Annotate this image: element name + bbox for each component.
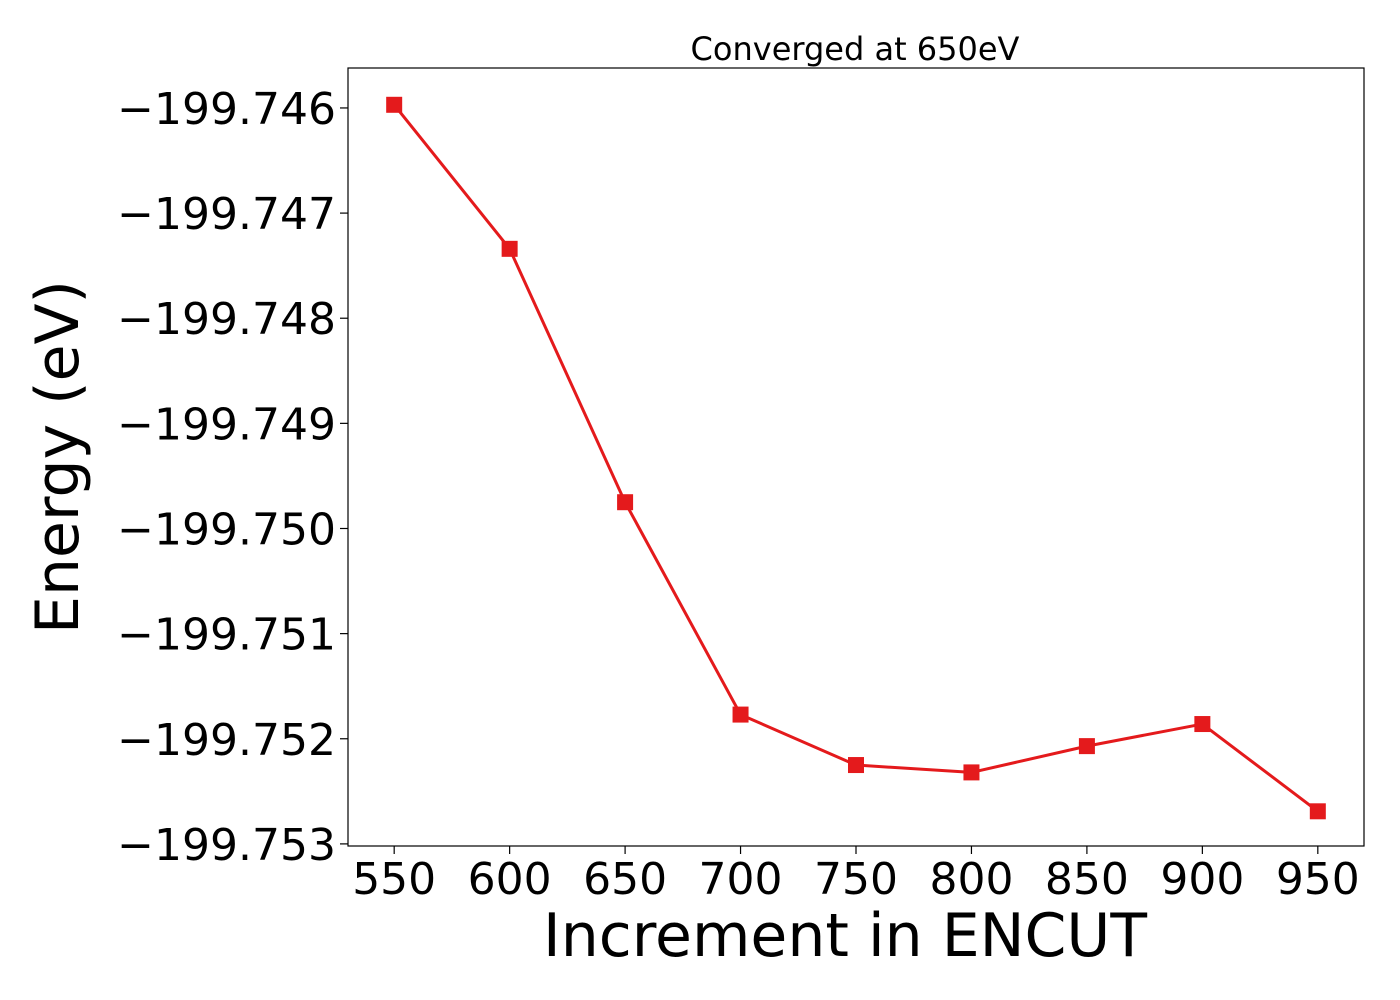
data-point (1309, 803, 1326, 820)
data-point (732, 706, 749, 723)
data-point (848, 757, 864, 774)
y-tick-label: −199.748 (117, 294, 336, 345)
x-tick-label: 700 (699, 854, 783, 905)
x-tick-label: 550 (352, 854, 436, 905)
y-tick-label: −199.752 (117, 715, 336, 766)
y-tick-label: −199.753 (117, 820, 336, 871)
x-axis-label: Increment in ENCUT (543, 901, 1147, 971)
data-point (617, 494, 634, 511)
data-point (1078, 738, 1095, 755)
series-line (393, 103, 1319, 813)
series-layer (386, 96, 1326, 820)
x-tick-label: 950 (1276, 854, 1360, 905)
y-tick-label: −199.751 (117, 610, 336, 661)
y-axis-label: Energy (eV) (23, 280, 93, 634)
x-tick-label: 650 (583, 854, 667, 905)
x-axis-ticks: 550 600 650 700 750 800 850 900 950 (352, 846, 1360, 905)
chart-title: Converged at 650eV (691, 30, 1020, 68)
y-tick-label: −199.746 (117, 84, 336, 135)
data-point (963, 764, 980, 781)
x-tick-label: 900 (1160, 854, 1244, 905)
y-tick-label: −199.747 (117, 189, 336, 240)
x-tick-label: 600 (468, 854, 552, 905)
data-point (1194, 716, 1211, 733)
y-axis-ticks: −199.746 −199.747 −199.748 −199.749 −199.750… (117, 84, 348, 871)
x-tick-label: 750 (814, 854, 898, 905)
y-tick-label: −199.749 (117, 399, 336, 450)
data-point (386, 96, 403, 113)
x-tick-label: 800 (929, 854, 1013, 905)
y-tick-label: −199.750 (117, 504, 336, 555)
data-point (501, 240, 518, 257)
x-tick-label: 850 (1045, 854, 1129, 905)
